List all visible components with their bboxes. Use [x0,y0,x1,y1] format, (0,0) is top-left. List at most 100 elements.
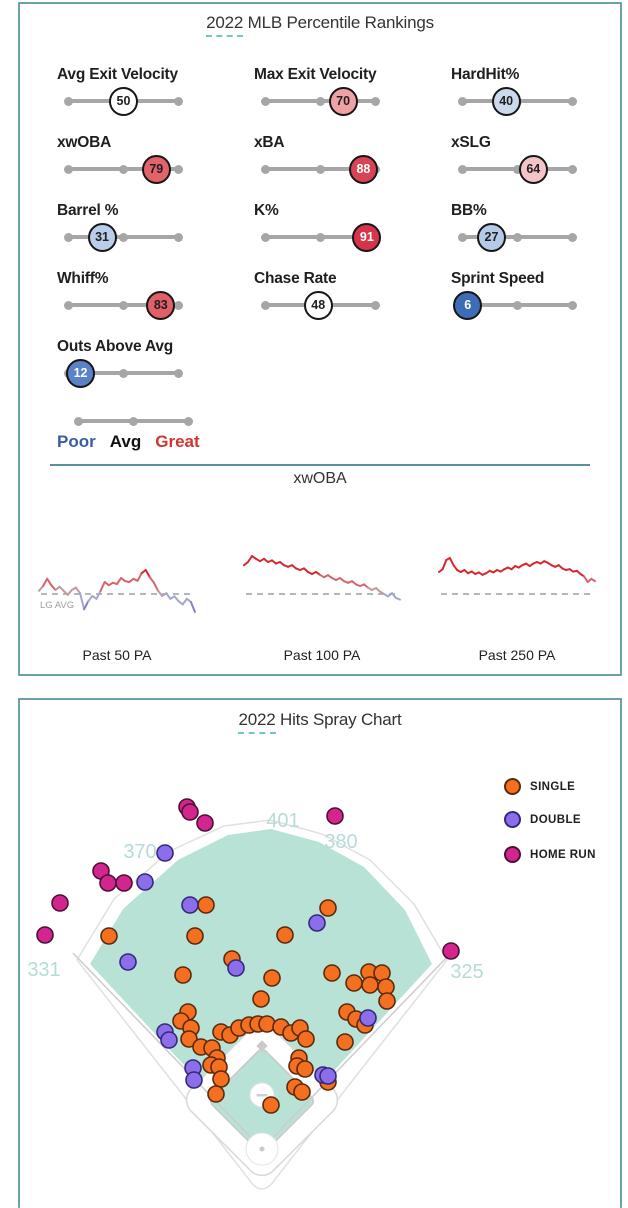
hit-dot-single [100,927,118,945]
hit-dot-double [308,914,326,932]
percentile-value-knob: 31 [87,222,117,252]
percentile-slider: 88 [261,153,380,186]
track-dot [119,232,128,242]
legend-item-home-run: HOME RUN [504,846,596,863]
hit-dot-single [319,899,337,917]
rolling-chart-past-100 [243,555,401,601]
rolling-series-segment [148,576,155,584]
track-dot [119,300,128,310]
track-dot [371,300,380,310]
hit-dot-single [297,1030,315,1048]
legend-item-double: DOUBLE [504,811,581,828]
stat-label: xBA [254,134,285,151]
track-dot [513,164,522,174]
hit-dot-single [296,1060,314,1078]
hit-dot-home-run [99,874,117,892]
percentile-value-knob: 64 [518,154,548,184]
hit-dot-double [119,953,137,971]
percentile-slider: 50 [64,85,183,118]
panel-label-past-100: Past 100 PA [283,647,361,663]
percentile-card-title: 2022 MLB Percentile Rankings [20,13,620,37]
hit-dot-single [186,927,204,945]
second-base [256,1040,268,1052]
track-dot [458,164,467,174]
rolling-series-segment [189,601,196,613]
rolling-series-segment [46,577,53,587]
hit-dot-double [227,959,245,977]
rolling-series-segment [38,585,45,592]
wall-distance-331: 331 [27,959,60,981]
track-dot [513,300,522,310]
percentile-slider: 40 [458,85,577,118]
percentile-value-knob: 12 [66,358,96,388]
rolling-series-segment [181,597,188,606]
hit-dot-home-run [36,926,54,944]
title-year-tooltip[interactable]: 2022 [206,13,243,37]
percentile-slider: 70 [261,85,380,118]
stat-label: Sprint Speed [451,270,545,287]
hit-dot-single [336,1033,354,1051]
scale-great-label: Great [155,432,200,451]
scale-legend-words: Poor Avg Great [57,432,214,452]
stat-label: xSLG [451,134,491,151]
percentile-slider: 48 [261,289,380,322]
rolling-series-segment [79,592,86,611]
double-swatch-icon [504,811,521,828]
rolling-series-segment [590,577,596,583]
hit-dot-single [262,1096,280,1114]
percentile-value-knob: 79 [141,154,171,184]
percentile-gauge-bb-: BB% 27 [451,202,628,254]
percentile-gauge-whiff-: Whiff% 83 [57,270,242,322]
hit-dot-single [207,1085,225,1103]
track-dot [568,232,577,242]
stat-label: Chase Rate [254,270,337,287]
scale-avg-label: Avg [109,432,142,451]
hit-dot-single [378,992,396,1010]
wall-distance-401: 401 [266,810,299,832]
hit-dot-double [181,896,199,914]
rolling-series-segment [87,595,94,603]
percentile-value-knob: 48 [303,290,333,320]
rolling-series-segment [452,564,459,571]
rolling-series-segment [391,592,397,599]
hit-dot-home-run [51,894,69,912]
title-year-tooltip[interactable]: 2022 [238,710,276,734]
percentile-slider: 91 [261,221,382,254]
percentile-value-knob: 50 [109,86,138,116]
hit-dot-home-run [181,803,199,821]
rolling-chart-past-250 [438,557,596,595]
title-rest: Hits Spray Chart [275,710,402,729]
rolling-series-segment [152,581,160,592]
percentile-slider: 83 [64,289,183,322]
section-divider [50,464,590,466]
pitchers-rubber [256,1094,268,1097]
hit-dot-double [185,1071,203,1089]
rolling-series-segment [395,597,401,601]
baseball-field-diagram: 331 370 401 380 325 [27,798,484,1190]
percentile-gauge-xwoba: xwOBA 79 [57,134,242,186]
stat-label: Max Exit Velocity [254,66,377,83]
hit-dot-double [319,1067,337,1085]
percentile-gauge-xslg: xSLG 64 [451,134,628,186]
hit-dot-single [252,990,270,1008]
track-dot [316,96,325,106]
percentile-slider: 79 [64,153,183,186]
percentile-value-knob: 27 [477,222,506,252]
track-dot [316,232,325,242]
track-dot [174,164,183,174]
wall-distance-370: 370 [123,841,156,863]
track-dot [458,96,467,106]
track-dot [119,164,128,174]
hit-dot-single [212,1070,230,1088]
track-dot [513,232,522,242]
track-dot [261,300,270,310]
rolling-series-segment [136,572,143,582]
track-dot [64,96,73,106]
rolling-series-segment [157,589,164,597]
percentile-slider: 64 [458,153,577,186]
rolling-series-segment [247,555,253,563]
track-dot [174,368,183,378]
rolling-series-segment [116,577,123,585]
right-foul-line [261,952,452,1150]
rolling-series-segment [83,600,90,611]
